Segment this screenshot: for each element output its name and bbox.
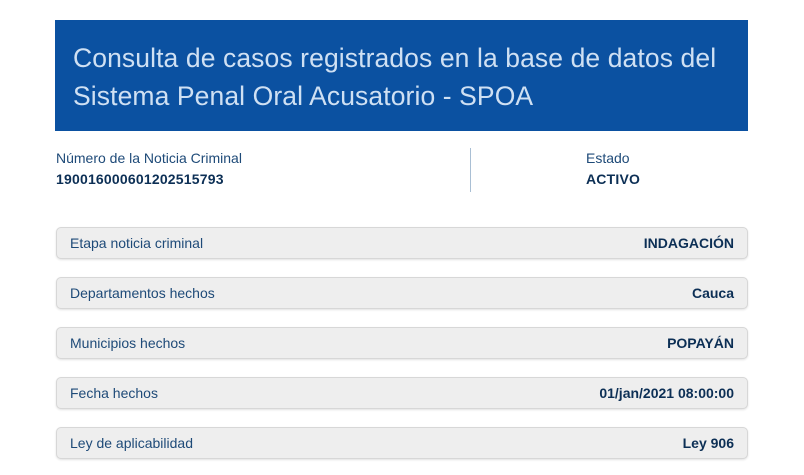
case-number-value: 190016000601202515793 [56,171,224,187]
detail-value: Ley 906 [682,435,734,451]
detail-row-law: Ley de aplicabilidad Ley 906 [56,427,748,459]
detail-value: Cauca [691,285,734,301]
detail-value: 01/jan/2021 08:00:00 [599,385,734,401]
detail-label: Etapa noticia criminal [70,235,204,251]
page-header-banner: Consulta de casos registrados en la base… [55,20,748,131]
detail-label: Municipios hechos [70,335,186,351]
case-number-block: Número de la Noticia Criminal 1900160006… [56,148,242,190]
detail-label: Ley de aplicabilidad [70,435,193,451]
page-title: Consulta de casos registrados en la base… [73,39,730,115]
status-label: Estado [586,150,630,166]
page-title-line-1: Consulta de casos registrados en la base… [73,43,717,73]
detail-label: Departamentos hechos [70,285,215,301]
detail-row-department: Departamentos hechos Cauca [56,277,748,309]
status-block: Estado ACTIVO [586,148,640,190]
status-value: ACTIVO [586,171,641,187]
detail-value: INDAGACIÓN [643,235,734,251]
case-summary: Número de la Noticia Criminal 1900160006… [55,148,748,194]
detail-row-stage: Etapa noticia criminal INDAGACIÓN [56,227,748,259]
page-title-line-2: Sistema Penal Oral Acusatorio - SPOA [73,81,534,111]
detail-label: Fecha hechos [70,385,158,401]
case-details-list: Etapa noticia criminal INDAGACIÓN Depart… [56,227,748,475]
detail-row-municipality: Municipios hechos POPAYÁN [56,327,748,359]
detail-value: POPAYÁN [667,335,734,351]
detail-row-date: Fecha hechos 01/jan/2021 08:00:00 [56,377,748,409]
summary-divider [470,148,471,192]
case-number-label: Número de la Noticia Criminal [56,150,242,166]
